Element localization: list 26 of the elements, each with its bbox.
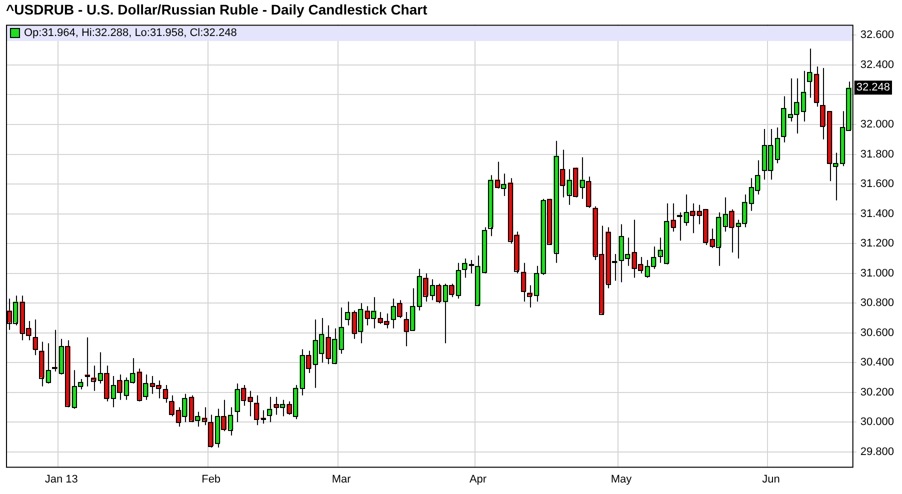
y-tick-label: 32.400 bbox=[860, 59, 894, 72]
x-tick-label: Jun bbox=[762, 473, 780, 486]
y-tick-label: 32.600 bbox=[860, 29, 894, 42]
y-tick-label: 31.800 bbox=[860, 148, 894, 160]
y-tick-label: 31.200 bbox=[860, 238, 894, 250]
y-tick-label: 31.400 bbox=[860, 208, 894, 220]
x-tick-label: Jan 13 bbox=[44, 473, 78, 486]
x-tick-label: Feb bbox=[202, 473, 221, 486]
candlestick bbox=[468, 259, 474, 274]
info-strip: Op:31.964, Hi:32.288, Lo:31.958, Cl:32.248 bbox=[7, 26, 852, 41]
annotation: 32.248 bbox=[856, 82, 890, 94]
y-tick-label: 32.000 bbox=[860, 118, 894, 131]
y-tick-label: 30.000 bbox=[860, 416, 894, 428]
x-tick-label: Mar bbox=[332, 473, 352, 486]
y-tick-label: 31.600 bbox=[860, 178, 894, 190]
candlestick bbox=[456, 262, 462, 300]
x-tick-label: Apr bbox=[469, 473, 487, 486]
y-tick-label: 30.800 bbox=[860, 297, 894, 310]
x-tick-label: May bbox=[610, 473, 632, 486]
y-tick-label: 29.800 bbox=[860, 446, 894, 458]
annotation: Op:31.964, Hi:32.288, Lo:31.958, Cl:32.248 bbox=[24, 27, 237, 40]
y-tick-label: 31.000 bbox=[860, 267, 894, 280]
y-tick-label: 30.200 bbox=[860, 386, 894, 398]
chart-title: ^USDRUB - U.S. Dollar/Russian Ruble - Daily Candlestick Chart bbox=[6, 1, 428, 18]
y-tick-label: 30.600 bbox=[860, 326, 894, 339]
y-tick-label: 30.400 bbox=[860, 356, 894, 369]
